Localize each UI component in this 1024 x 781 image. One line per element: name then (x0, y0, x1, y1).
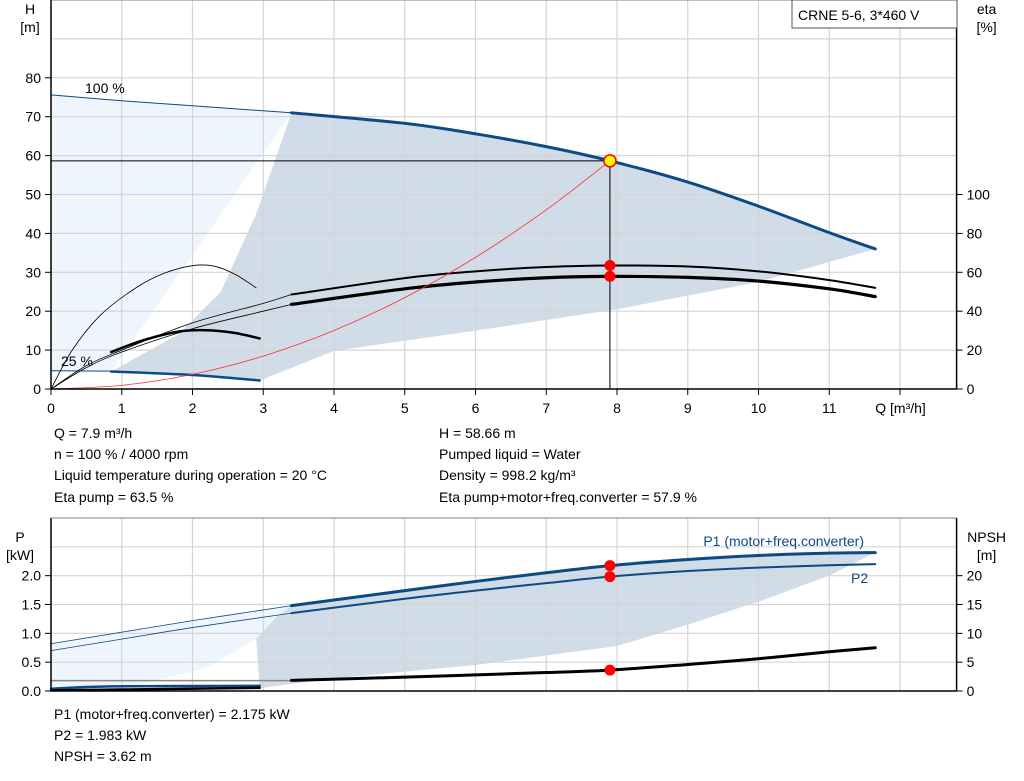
info-liquid: Pumped liquid = Water (439, 446, 581, 462)
x-tick-label: 2 (189, 400, 197, 416)
y-right-tick-label: 15 (967, 597, 983, 613)
region-dark (256, 552, 876, 689)
x-tick-label: 3 (259, 400, 267, 416)
y-right-tick-label: 20 (967, 342, 983, 358)
y-tick-label: 50 (25, 187, 41, 203)
y-tick-label: 70 (25, 109, 41, 125)
x-tick-label: 10 (751, 400, 767, 416)
y-tick-label: 60 (25, 148, 41, 164)
y-axis-label: [kW] (6, 547, 34, 563)
series-head_100_thin (50, 94, 293, 114)
y-tick-label: 30 (25, 264, 41, 280)
y-tick-label: 2.0 (22, 568, 42, 584)
series-npsh_25 (49, 686, 261, 692)
qh-chart: 0 10 20 30 40 50 60 70 80 0 20 40 60 80 100 H [m] eta [%] 0… (20, 0, 997, 416)
y-right-tick-label: 80 (967, 225, 983, 241)
y-axis-label: P (15, 529, 24, 545)
y-right-tick-label: 10 (967, 625, 983, 641)
info-speed: n = 100 % / 4000 rpm (54, 446, 189, 462)
y-right-tick-label: 0 (967, 381, 975, 397)
y-right-tick-label: 5 (967, 654, 975, 670)
y-axis-label: H (25, 1, 35, 17)
y-tick-label: 10 (25, 342, 41, 358)
info-p2: P2 = 1.983 kW (54, 727, 147, 743)
x-tick-label: 1 (118, 400, 126, 416)
y-tick-label: 0 (33, 381, 41, 397)
info-q: Q = 7.9 m³/h (54, 425, 133, 441)
speed-label-100: 100 % (85, 80, 125, 96)
duty-point (603, 154, 617, 168)
x-tick-label: 4 (330, 400, 338, 416)
y-axis-label: [m] (20, 19, 39, 35)
y-tick-label: 1.0 (22, 625, 42, 641)
y-right-axis-label: eta (977, 1, 997, 17)
x-tick-label: 5 (401, 400, 409, 416)
info-head: H = 58.66 m (439, 425, 516, 441)
region-light (51, 605, 292, 691)
y-tick-label: 80 (25, 70, 41, 86)
x-tick-label: 11 (822, 400, 837, 416)
y-right-tick-label: 20 (967, 568, 983, 584)
x-axis-label: Q [m³/h] (875, 400, 926, 416)
speed-label-25: 25 % (61, 353, 93, 369)
region-dark (111, 112, 876, 381)
chart-title: CRNE 5-6, 3*460 V (798, 7, 920, 23)
series-label-p2: P2 (851, 570, 868, 586)
y-tick-label: 1.5 (22, 597, 42, 613)
x-tick-label: 8 (613, 400, 621, 416)
y-right-tick-label: 40 (967, 303, 983, 319)
y-right-axis-label: NPSH (967, 529, 1006, 545)
x-tick-label: 7 (542, 400, 550, 416)
y-tick-label: 40 (25, 225, 41, 241)
y-right-tick-label: 0 (967, 683, 975, 699)
info-density: Density = 998.2 kg/m³ (439, 467, 576, 483)
info-p1: P1 (motor+freq.converter) = 2.175 kW (54, 706, 290, 722)
series-p1_25 (49, 684, 261, 690)
series-label-p1: P1 (motor+freq.converter) (703, 533, 864, 549)
y-right-tick-label: 100 (967, 187, 991, 203)
info-eta-pump: Eta pump = 63.5 % (54, 489, 174, 505)
series-head_25 (109, 370, 261, 382)
info-npsh: NPSH = 3.62 m (54, 748, 152, 764)
title-box (791, 0, 958, 29)
power-marker (604, 664, 616, 676)
series-eta_total_25 (109, 328, 261, 354)
x-tick-label: 6 (472, 400, 480, 416)
y-right-axis-label: [m] (977, 547, 996, 563)
series-p1_thin (50, 605, 292, 645)
x-tick-label: 9 (684, 400, 692, 416)
series-eta_total_thin (50, 303, 292, 390)
power-marker (604, 560, 616, 572)
info-temperature: Liquid temperature during operation = 20… (54, 467, 327, 483)
series-eta_pump_25 (50, 264, 257, 390)
eta-marker (604, 259, 616, 271)
eta-marker (604, 270, 616, 282)
y-right-tick-label: 60 (967, 264, 983, 280)
y-tick-label: 0.5 (22, 654, 42, 670)
y-tick-label: 20 (25, 303, 41, 319)
series-p2_thin (50, 612, 292, 652)
series-system_curve (50, 160, 611, 390)
y-right-axis-label: [%] (976, 19, 996, 35)
y-tick-label: 0.0 (22, 683, 42, 699)
power-chart: 0.0 0.5 1.0 1.5 2.0 0 5 10 15 20 P [kW] NPSH [m] P1 (m… (6, 517, 1006, 699)
x-tick-label: 0 (47, 400, 55, 416)
info-eta-total: Eta pump+motor+freq.converter = 57.9 % (439, 489, 697, 505)
power-marker (604, 571, 616, 583)
